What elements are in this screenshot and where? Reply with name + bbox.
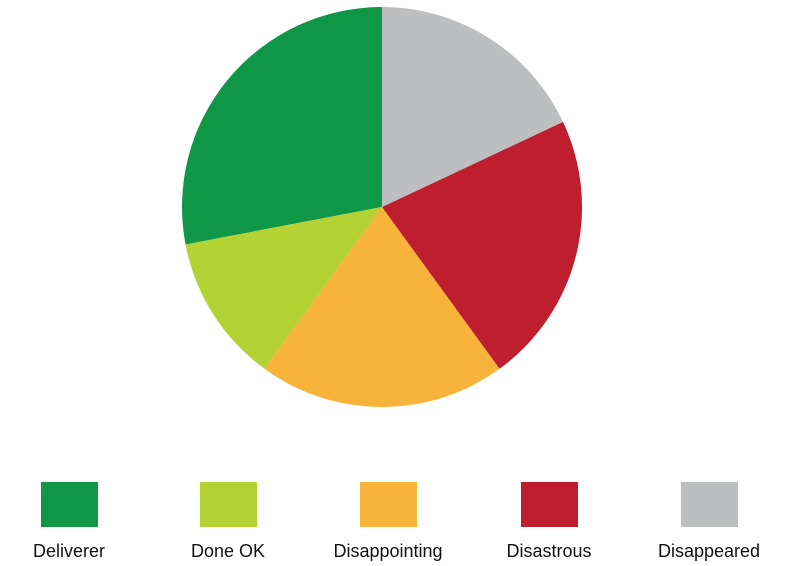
legend-item-done-ok: Done OK [148, 482, 308, 562]
legend-item-disappeared: Disappeared [629, 482, 789, 562]
legend-swatch-disastrous [520, 482, 578, 527]
legend-item-deliverer: Deliverer [0, 482, 149, 562]
pie-slice-disastrous [382, 121, 583, 369]
legend-label-disappeared: Disappeared [657, 541, 761, 561]
legend-swatch-disappeared [680, 482, 738, 527]
legend-swatch-done-ok [199, 482, 257, 527]
legend-swatch-deliverer [40, 482, 98, 527]
legend-label-disastrous: Disastrous [506, 541, 592, 561]
legend-item-disastrous: Disastrous [469, 482, 629, 562]
legend-swatch-disappointing [359, 482, 417, 527]
pie-slice-disappeared [382, 7, 563, 207]
legend-label-deliverer: Deliverer [32, 541, 106, 561]
legend-label-done-ok: Done OK [190, 541, 266, 561]
pie-slice-deliverer [181, 7, 382, 245]
pie-slice-disappointing [264, 207, 500, 407]
legend-item-disappointing: Disappointing [308, 482, 468, 562]
legend-label-disappointing: Disappointing [333, 541, 443, 561]
pie-slice-done-ok [185, 207, 382, 369]
pie-slices [181, 7, 583, 407]
